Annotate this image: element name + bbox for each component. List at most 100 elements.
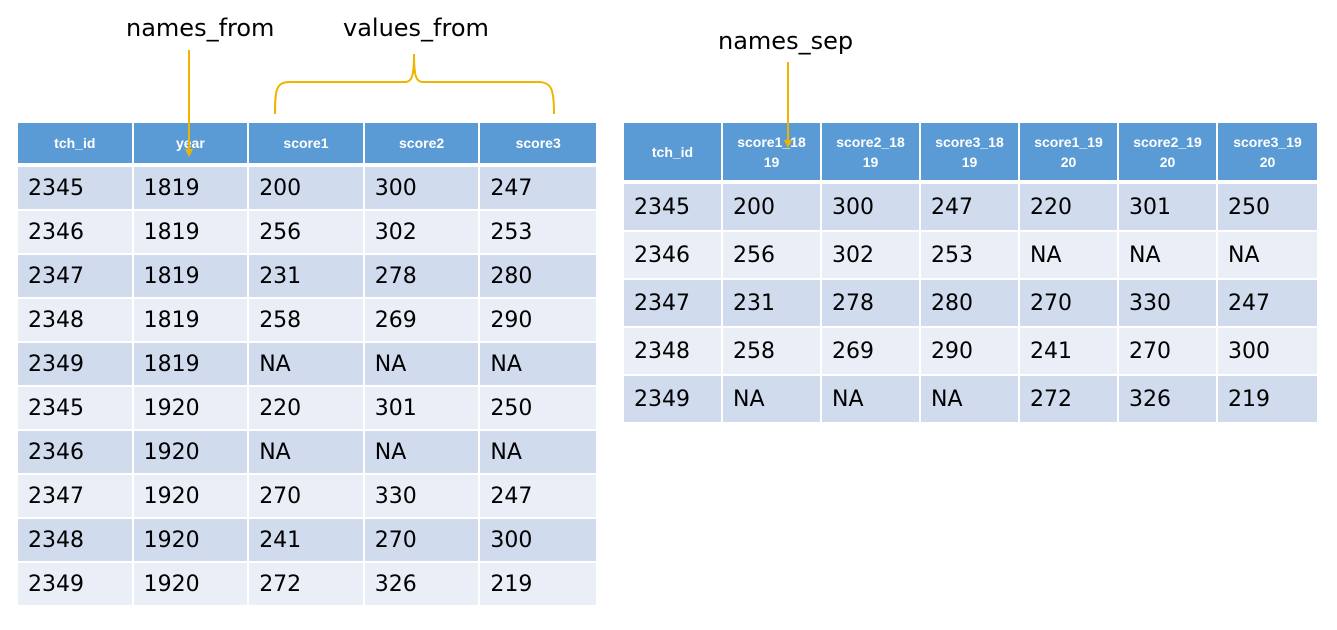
- table-cell: 1819: [133, 299, 250, 343]
- table-cell: 256: [249, 211, 365, 255]
- table-cell: 2348: [18, 519, 134, 563]
- table-cell: 2349: [18, 343, 134, 387]
- table-cell: NA: [723, 376, 822, 424]
- table-cell: 301: [1119, 184, 1218, 232]
- values-from-brace: [274, 53, 555, 115]
- column-header-line: 20: [1060, 153, 1077, 170]
- table-cell: 1819: [133, 167, 250, 211]
- table-cell: 269: [364, 299, 481, 343]
- table-cell: 247: [921, 184, 1020, 232]
- table-cell: 1920: [133, 387, 250, 431]
- column-header: score1_19 20: [1020, 123, 1119, 184]
- table-cell: 241: [1020, 328, 1119, 376]
- table-cell: NA: [1119, 232, 1218, 280]
- column-header-line: 19: [763, 153, 780, 170]
- wide-table-header-row: tch_id score1_18 19 score2_18 19 score3_18 19 s…: [624, 123, 1317, 184]
- table-cell: 300: [364, 167, 481, 211]
- table-row: 2345 1819 200 300 247: [18, 167, 596, 211]
- table-row: 2346 256 302 253 NA NA NA: [624, 232, 1317, 280]
- table-cell: 278: [822, 280, 921, 328]
- table-row: 2349 NA NA NA 272 326 219: [624, 376, 1317, 424]
- table-cell: 2347: [624, 280, 723, 328]
- table-cell: 280: [480, 255, 596, 299]
- table-cell: 280: [921, 280, 1020, 328]
- column-header: score2_18 19: [822, 123, 921, 184]
- table-cell: 2346: [18, 211, 134, 255]
- table-cell: 330: [364, 475, 481, 519]
- column-header: score2_19 20: [1119, 123, 1218, 184]
- table-cell: 2349: [624, 376, 723, 424]
- table-row: 2345 1920 220 301 250: [18, 387, 596, 431]
- column-header-line: score2_19: [1133, 133, 1202, 150]
- wide-table-body: 2345 200 300 247 220 301 250 2346 256 302 253 NA NA N…: [624, 184, 1317, 424]
- table-cell: 220: [1020, 184, 1119, 232]
- names-from-label: names_from: [126, 14, 275, 42]
- table-cell: 301: [364, 387, 481, 431]
- table-cell: 231: [249, 255, 365, 299]
- table-cell: 2347: [18, 475, 134, 519]
- column-header: score3_19 20: [1218, 123, 1317, 184]
- table-row: 2348 1819 258 269 290: [18, 299, 596, 343]
- column-header-line: score1_18: [737, 133, 806, 150]
- long-table-header-row: tch_id year score1 score2 score3: [18, 123, 596, 167]
- table-cell: 302: [822, 232, 921, 280]
- column-header-line: score2_18: [836, 133, 905, 150]
- long-table-body: 2345 1819 200 300 247 2346 1819 256 302 253 2347 18…: [18, 167, 596, 607]
- values-from-label: values_from: [343, 14, 489, 42]
- table-row: 2348 1920 241 270 300: [18, 519, 596, 563]
- table-cell: 256: [723, 232, 822, 280]
- table-cell: 270: [364, 519, 481, 563]
- table-cell: 1819: [133, 343, 250, 387]
- table-row: 2347 231 278 280 270 330 247: [624, 280, 1317, 328]
- table-cell: 1920: [133, 519, 250, 563]
- table-cell: 300: [480, 519, 596, 563]
- table-row: 2345 200 300 247 220 301 250: [624, 184, 1317, 232]
- table-cell: 1920: [133, 563, 250, 607]
- table-cell: 258: [723, 328, 822, 376]
- table-cell: 219: [480, 563, 596, 607]
- table-row: 2347 1920 270 330 247: [18, 475, 596, 519]
- table-cell: 290: [921, 328, 1020, 376]
- column-header-line: 20: [1259, 153, 1276, 170]
- column-header-line: 19: [961, 153, 978, 170]
- table-cell: NA: [480, 343, 596, 387]
- column-header-line: tch_id: [651, 143, 694, 160]
- table-cell: 1819: [133, 211, 250, 255]
- table-cell: 270: [1020, 280, 1119, 328]
- table-cell: 250: [480, 387, 596, 431]
- table-row: 2348 258 269 290 241 270 300: [624, 328, 1317, 376]
- table-cell: 326: [1119, 376, 1218, 424]
- table-cell: 247: [1218, 280, 1317, 328]
- table-cell: 2348: [624, 328, 723, 376]
- table-cell: 270: [249, 475, 365, 519]
- column-header-line: score3_19: [1233, 133, 1302, 150]
- column-header: score1_18 19: [723, 123, 822, 184]
- table-cell: 270: [1119, 328, 1218, 376]
- table-cell: 241: [249, 519, 365, 563]
- table-cell: 258: [249, 299, 365, 343]
- table-cell: NA: [822, 376, 921, 424]
- table-cell: 253: [921, 232, 1020, 280]
- table-cell: 1920: [133, 475, 250, 519]
- column-header-line: 20: [1159, 153, 1176, 170]
- long-format-table: tch_id year score1 score2 score3 2345 1819 200…: [18, 123, 596, 607]
- column-header-score3: score3: [480, 123, 596, 167]
- table-cell: 330: [1119, 280, 1218, 328]
- column-header-line: score3_18: [935, 133, 1004, 150]
- table-cell: 326: [364, 563, 481, 607]
- wide-format-table: tch_id score1_18 19 score2_18 19 score3_18 19 s…: [624, 123, 1317, 424]
- table-cell: 247: [480, 475, 596, 519]
- names-sep-label: names_sep: [718, 27, 854, 55]
- table-cell: NA: [1218, 232, 1317, 280]
- column-header: tch_id: [624, 123, 723, 184]
- table-row: 2346 1819 256 302 253: [18, 211, 596, 255]
- table-cell: NA: [921, 376, 1020, 424]
- table-cell: 300: [1218, 328, 1317, 376]
- table-row: 2347 1819 231 278 280: [18, 255, 596, 299]
- column-header-score2: score2: [364, 123, 481, 167]
- column-header: score3_18 19: [921, 123, 1020, 184]
- table-cell: 2345: [18, 387, 134, 431]
- table-cell: 231: [723, 280, 822, 328]
- table-cell: 247: [480, 167, 596, 211]
- column-header-year: year: [133, 123, 250, 167]
